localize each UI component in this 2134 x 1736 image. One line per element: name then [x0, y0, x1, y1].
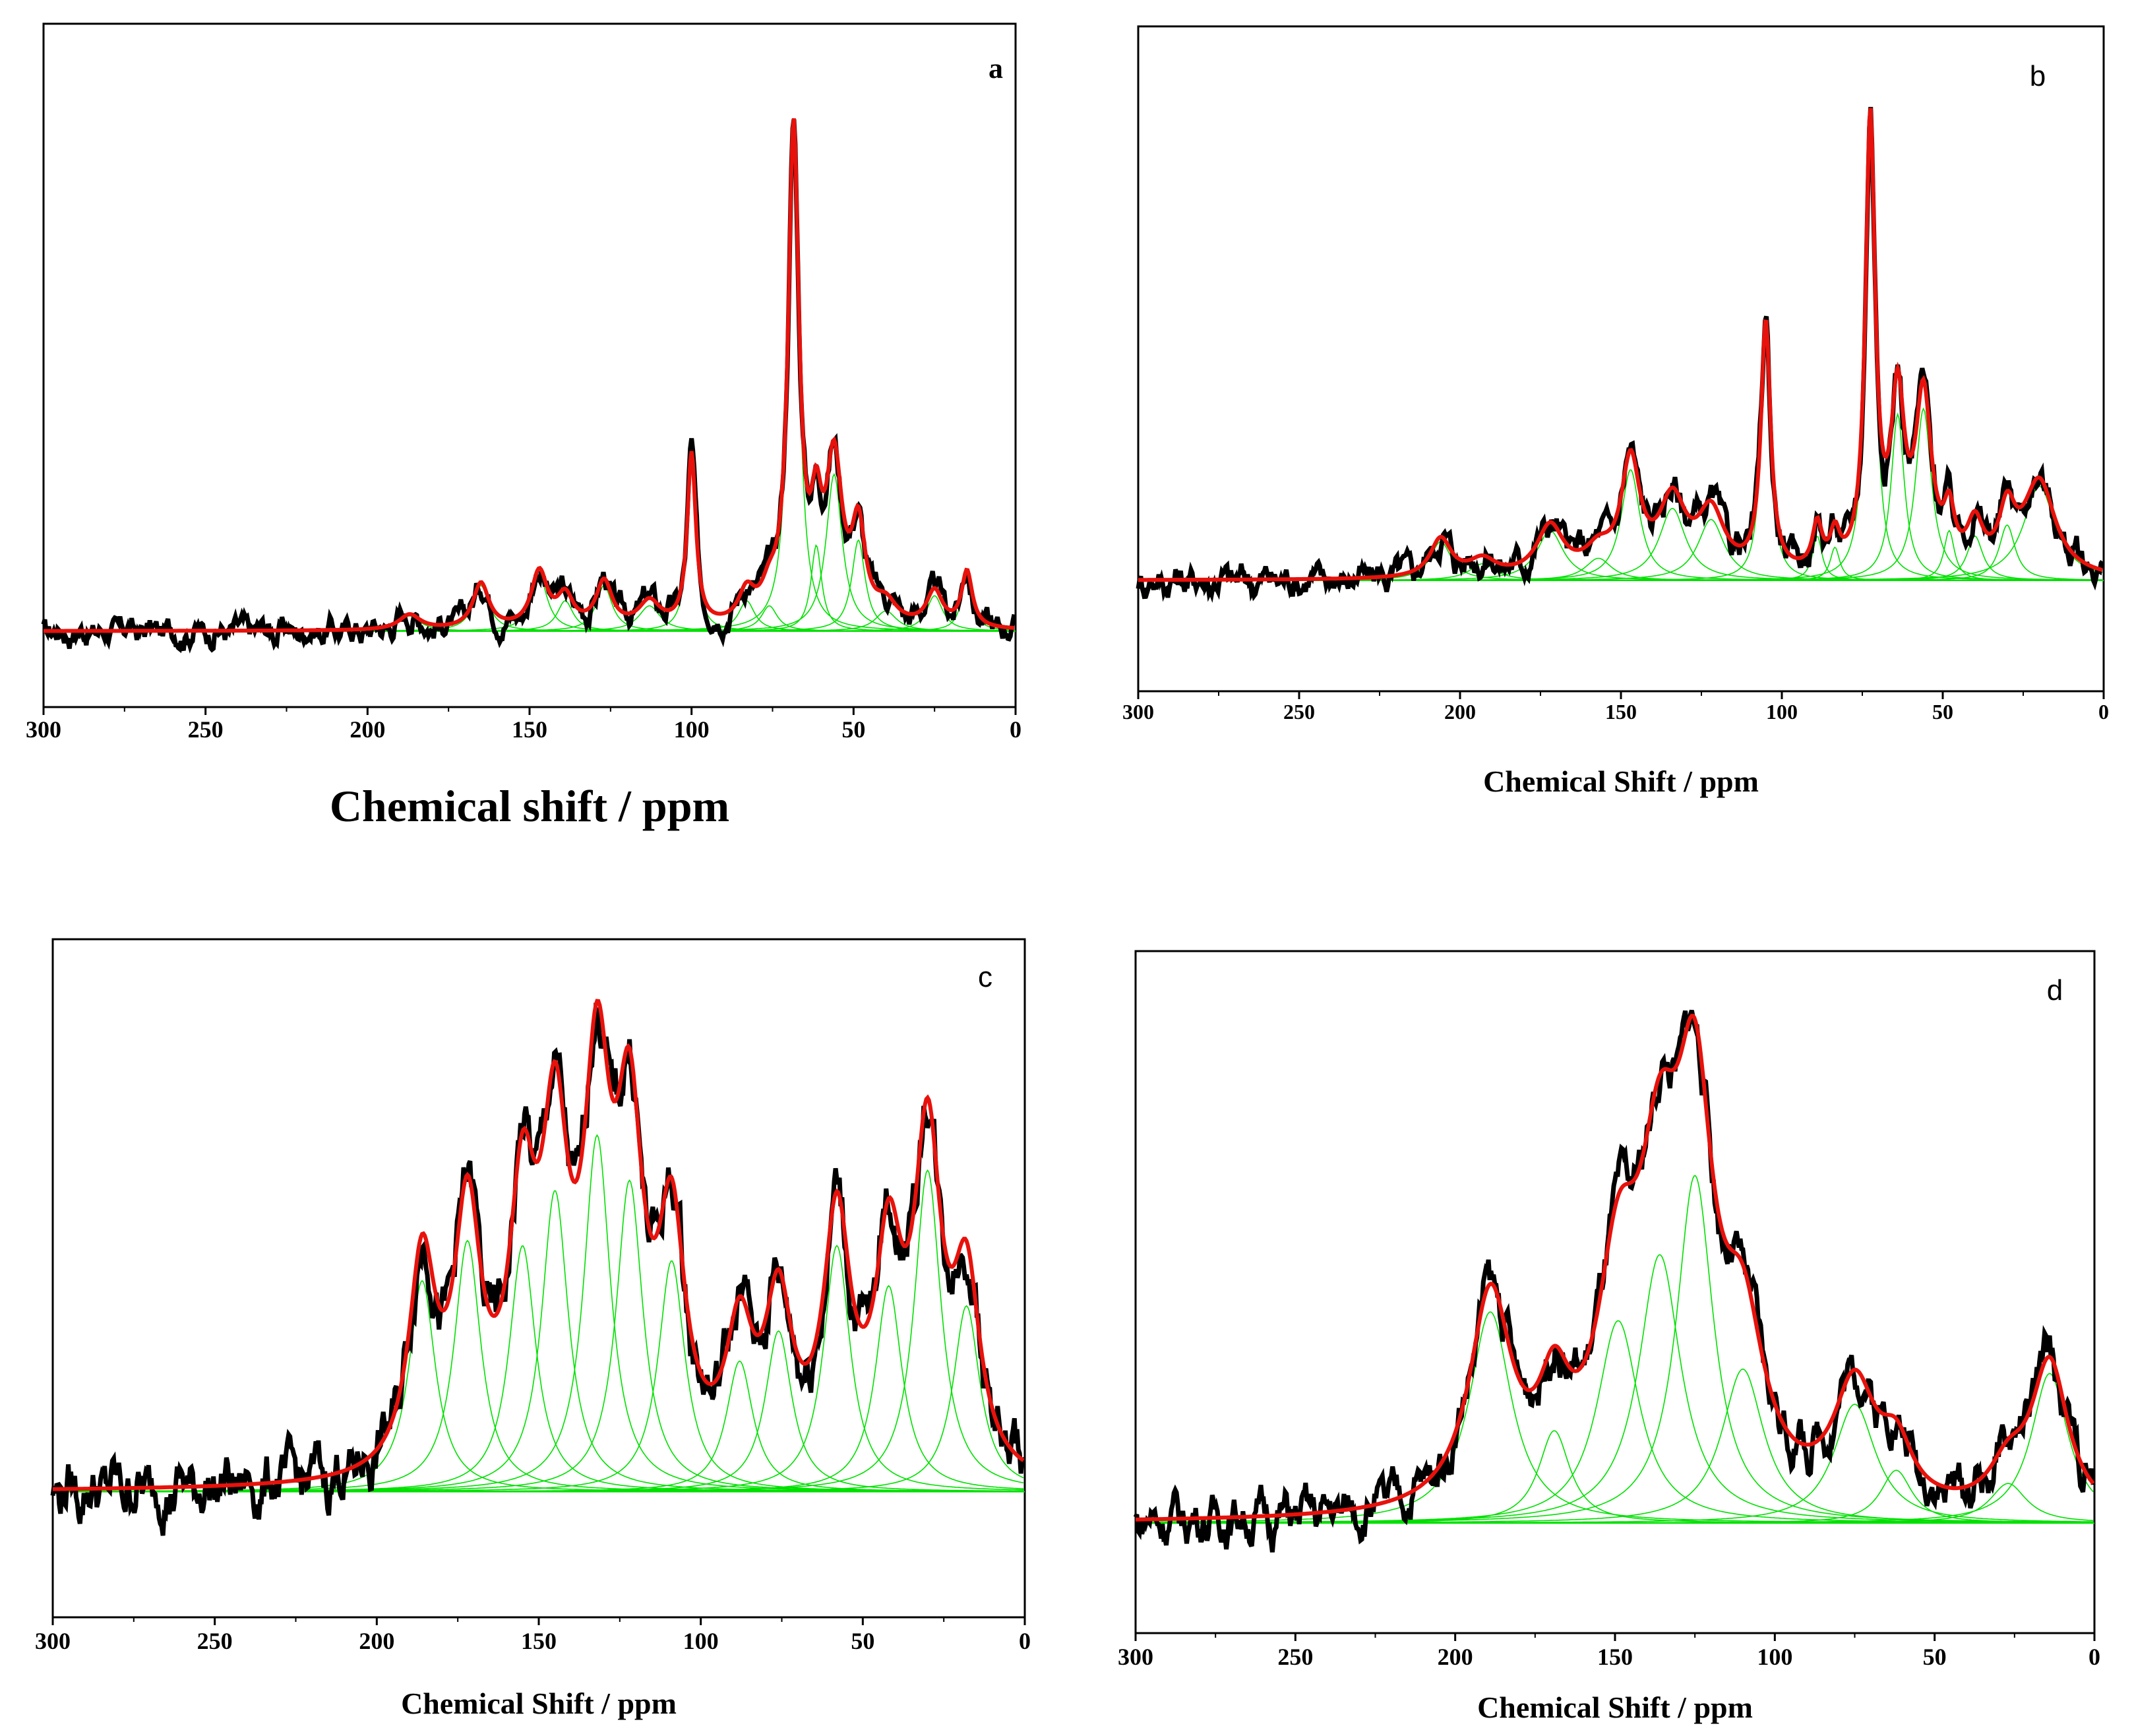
component-peak-189: [1136, 1311, 2094, 1524]
component-peak-186: [53, 1280, 1023, 1493]
x-axis-title: Chemical Shift / ppm: [1483, 764, 1759, 798]
fit-line: [44, 118, 1015, 633]
x-tick-label: 250: [1277, 1644, 1313, 1670]
x-tick-label: 100: [683, 1628, 719, 1654]
x-tick-label: 250: [1283, 700, 1315, 724]
x-ticks: 300 250 200 150 100 50 0: [1118, 1633, 2100, 1670]
x-tick-label: 100: [1766, 700, 1798, 724]
experimental-line: [50, 1002, 1026, 1536]
x-ticks: 300 250 200 150 100 50 0: [26, 707, 1021, 743]
chart-b: 300 250 200 150 100 50 0 b Chemical Shift / pp…: [1122, 25, 2109, 798]
x-tick-label: 50: [851, 1628, 874, 1654]
chart-c: 300 250 200 150 100 50 0 c Chemical Shift / pp…: [35, 938, 1031, 1720]
panel-d: 300 250 200 150 100 50 0 d Chemical Shift / pp…: [1062, 884, 2134, 1736]
component-peak-109: [53, 1260, 1023, 1493]
x-tick-label: 300: [1118, 1644, 1153, 1670]
fit-line: [1138, 108, 2103, 582]
panel-letter: b: [2030, 60, 2046, 92]
component-peak-122: [53, 1179, 1023, 1493]
x-tick-label: 50: [841, 716, 865, 743]
plot-frame: [1137, 25, 2105, 693]
panel-letter: c: [978, 961, 992, 993]
panel-letter: a: [989, 52, 1003, 84]
panel-letter: d: [2047, 974, 2063, 1007]
component-peak-76: [53, 1330, 1023, 1493]
x-tick-label: 0: [1010, 716, 1021, 743]
x-tick-label: 0: [2098, 700, 2109, 724]
fit-line: [52, 999, 1025, 1491]
x-tick-label: 100: [1757, 1644, 1792, 1670]
x-tick-label: 150: [521, 1628, 557, 1654]
chart-a: 300 250 200 150 100 50 0 a Chemical shift / pp…: [26, 22, 1021, 831]
component-peak-88: [53, 1360, 1023, 1493]
component-peak-14: [1136, 1373, 2094, 1524]
component-peak-30: [53, 1169, 1024, 1493]
x-tick-label: 250: [197, 1628, 233, 1654]
x-tick-label: 250: [188, 716, 224, 743]
component-peak-132: [52, 1134, 1024, 1492]
panel-b: 300 250 200 150 100 50 0 b Chemical Shift / pp…: [1062, 0, 2134, 851]
component-peak-105: [1138, 333, 2102, 581]
x-axis-title: Chemical shift / ppm: [330, 781, 729, 831]
plot-frame: [1134, 950, 2096, 1634]
x-tick-label: 150: [1597, 1644, 1633, 1670]
panel-a: 300 250 200 150 100 50 0 a Chemical shift / pp…: [0, 0, 1062, 851]
panel-c: 300 250 200 150 100 50 0 c Chemical Shift / pp…: [0, 884, 1062, 1736]
chart-d: 300 250 200 150 100 50 0 d Chemical Shift / pp…: [1118, 950, 2100, 1724]
x-tick-label: 50: [1932, 700, 1953, 724]
fit-line: [1136, 1014, 2095, 1522]
x-tick-label: 300: [1122, 700, 1154, 724]
component-peak-149: [1136, 1320, 2094, 1524]
component-peak-125: [1136, 1175, 2094, 1524]
x-tick-label: 0: [2088, 1644, 2100, 1670]
x-tick-label: 200: [1438, 1644, 1473, 1670]
x-tick-label: 100: [674, 716, 710, 743]
x-tick-label: 0: [1019, 1628, 1031, 1654]
component-peak-110: [1136, 1368, 2094, 1524]
x-tick-label: 150: [512, 716, 547, 743]
x-tick-label: 200: [350, 716, 385, 743]
x-axis-title: Chemical Shift / ppm: [1477, 1690, 1753, 1724]
experimental-line: [1133, 1009, 2096, 1553]
x-tick-label: 150: [1605, 700, 1637, 724]
x-ticks: 300 250 200 150 100 50 0: [35, 1617, 1031, 1654]
x-tick-label: 300: [26, 716, 61, 743]
components-group: [52, 1134, 1025, 1493]
component-peak-18: [53, 1305, 1024, 1493]
x-tick-label: 50: [1923, 1644, 1947, 1670]
x-axis-title: Chemical Shift / ppm: [401, 1687, 677, 1720]
x-tick-label: 300: [35, 1628, 71, 1654]
components-group: [1136, 1175, 2094, 1524]
x-ticks: 300 250 200 150 100 50 0: [1122, 691, 2109, 724]
x-tick-label: 200: [359, 1628, 394, 1654]
x-tick-label: 200: [1444, 700, 1476, 724]
